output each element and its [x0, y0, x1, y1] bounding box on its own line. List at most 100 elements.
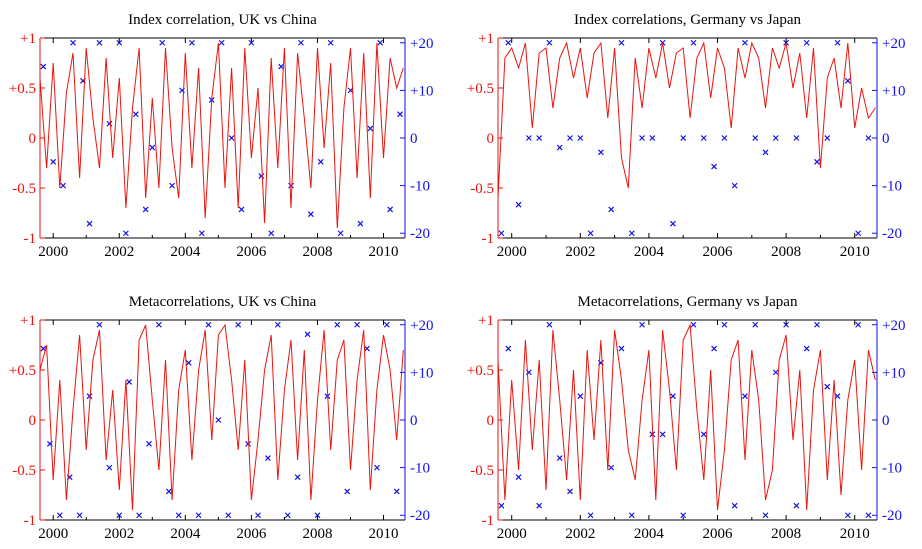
lag-marker: [258, 173, 265, 180]
lag-marker: [742, 39, 748, 46]
lag-marker: [50, 158, 57, 165]
lag-marker: [556, 455, 563, 462]
lag-marker: [803, 39, 810, 46]
x-tick-label: 2006: [703, 526, 734, 542]
x-tick-label: 2006: [703, 244, 734, 260]
lag-marker: [834, 393, 841, 400]
left-tick-label: +1: [20, 31, 36, 47]
x-tick-label: 2008: [771, 526, 801, 542]
lag-marker: [536, 135, 543, 141]
lag-marker: [367, 125, 374, 132]
x-tick-label: 2010: [840, 244, 870, 260]
lag-marker: [205, 321, 212, 328]
lag-marker: [669, 393, 676, 400]
lag-marker: [354, 321, 361, 328]
lag-marker: [106, 464, 113, 471]
lag-marker: [159, 39, 166, 46]
right-tick-label: +10: [882, 365, 905, 381]
correlation-line: [497, 323, 876, 511]
lag-marker: [711, 163, 718, 170]
left-tick-label: 0: [29, 413, 37, 429]
right-tick-label: +10: [410, 83, 433, 99]
chart-panel-4: Metacorrelations, Germany vs Japan -1 -0.5…: [467, 294, 906, 542]
lag-marker: [690, 321, 697, 328]
chart-title: Metacorrelations, UK vs China: [129, 294, 317, 310]
right-tick-label: -20: [882, 226, 902, 242]
lag-marker: [56, 512, 63, 519]
lag-marker: [132, 111, 139, 118]
left-tick-label: 0: [487, 413, 495, 429]
lag-marker: [597, 149, 604, 156]
lag-marker: [294, 474, 301, 481]
lag-marker: [60, 182, 67, 189]
x-tick-label: 2006: [236, 526, 267, 542]
lag-marker: [567, 488, 573, 495]
lag-marker: [357, 220, 364, 227]
lag-marker: [255, 512, 261, 519]
lag-marker: [304, 331, 311, 338]
lag-marker: [865, 135, 872, 141]
lag-marker: [587, 230, 594, 237]
right-tick-label: 0: [882, 131, 890, 147]
x-tick-label: 2000: [38, 244, 68, 260]
lag-marker: [96, 321, 103, 328]
lag-marker: [334, 321, 341, 328]
chart-title: Metacorrelations, Germany vs Japan: [578, 294, 798, 310]
left-tick-label: +0.5: [467, 363, 494, 379]
left-tick-label: -1: [24, 231, 37, 247]
lag-marker: [690, 39, 697, 46]
right-tick-label: 0: [410, 413, 418, 429]
lag-marker: [731, 182, 738, 189]
lag-marker: [844, 77, 851, 84]
chart-title: Index correlation, UK vs China: [128, 12, 317, 28]
right-tick-label: +20: [410, 318, 433, 334]
x-tick-label: 2010: [369, 526, 399, 542]
lag-marker: [373, 464, 380, 471]
lag-marker: [536, 502, 543, 509]
lag-marker: [567, 135, 573, 141]
right-tick-label: 0: [882, 413, 890, 429]
x-tick-label: 2010: [840, 526, 870, 542]
correlation-line: [497, 41, 876, 199]
left-tick-label: -0.5: [470, 463, 494, 479]
lag-marker: [659, 39, 666, 46]
lag-marker: [803, 345, 810, 352]
lag-marker: [126, 378, 133, 385]
lag-marker: [238, 206, 245, 213]
lag-marker: [659, 431, 666, 438]
lag-marker: [142, 206, 149, 213]
right-tick-label: +10: [882, 83, 905, 99]
lag-marker: [649, 135, 656, 141]
lag-marker: [680, 512, 687, 519]
x-tick-label: 2008: [302, 244, 332, 260]
lag-marker: [814, 158, 820, 165]
lag-marker: [264, 455, 271, 462]
x-tick-label: 2006: [236, 244, 267, 260]
lag-marker: [793, 135, 800, 141]
x-tick-label: 2008: [771, 244, 801, 260]
lag-marker: [393, 488, 400, 495]
x-tick-label: 2010: [369, 244, 399, 260]
lag-marker: [149, 144, 156, 151]
lag-marker: [546, 321, 553, 328]
x-tick-label: 2002: [104, 244, 134, 260]
lag-marker: [284, 512, 291, 519]
left-tick-label: +0.5: [9, 81, 36, 97]
chart-title: Index correlations, Germany vs Japan: [574, 12, 802, 28]
right-tick-label: +20: [882, 318, 905, 334]
right-tick-label: +10: [410, 365, 433, 381]
left-tick-label: +0.5: [9, 363, 36, 379]
lag-marker: [307, 211, 314, 218]
lag-marker: [855, 230, 862, 237]
right-tick-label: -20: [410, 508, 430, 524]
lag-marker: [762, 149, 769, 156]
lag-marker: [721, 321, 728, 328]
lag-marker: [195, 512, 202, 519]
lag-marker: [136, 512, 143, 519]
x-tick-label: 2004: [634, 244, 665, 260]
lag-marker: [215, 417, 222, 423]
lag-marker: [628, 512, 635, 519]
lag-marker: [337, 230, 344, 237]
chart-panel-2: Index correlations, Germany vs Japan -1 -0…: [467, 12, 906, 260]
